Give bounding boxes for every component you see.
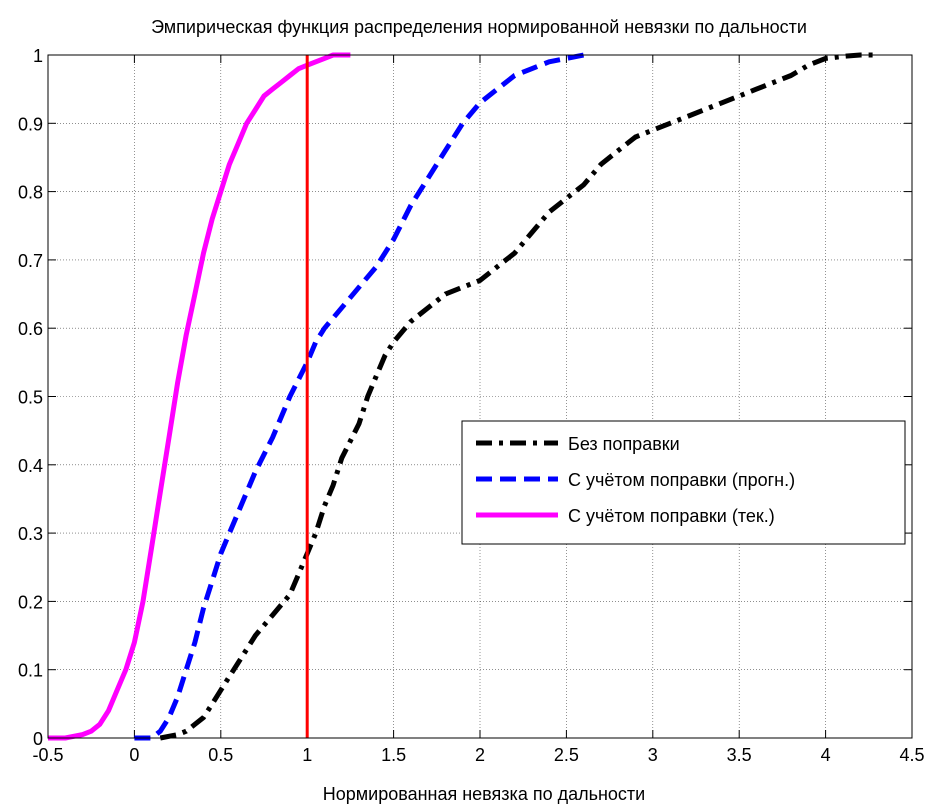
y-tick-label: 1 bbox=[33, 46, 43, 66]
y-tick-label: 0.8 bbox=[18, 183, 43, 203]
y-tick-label: 0.2 bbox=[18, 592, 43, 612]
x-tick-label: 2.5 bbox=[554, 745, 579, 765]
y-tick-label: 0 bbox=[33, 729, 43, 749]
x-tick-label: -0.5 bbox=[32, 745, 63, 765]
legend-label-2: С учётом поправки (прогн.) bbox=[568, 470, 795, 490]
x-tick-label: 1 bbox=[302, 745, 312, 765]
legend-label-3: С учётом поправки (тек.) bbox=[568, 506, 775, 526]
x-tick-label: 4 bbox=[821, 745, 831, 765]
y-tick-label: 0.3 bbox=[18, 524, 43, 544]
x-tick-label: 3 bbox=[648, 745, 658, 765]
series-line-3 bbox=[48, 52, 351, 741]
legend-label-1: Без поправки bbox=[568, 434, 680, 454]
x-tick-label: 2 bbox=[475, 745, 485, 765]
plot-frame bbox=[47, 54, 913, 739]
chart-title: Эмпирическая функция распределения норми… bbox=[151, 17, 807, 37]
y-tick-label: 0.5 bbox=[18, 388, 43, 408]
series-line-1 bbox=[159, 52, 878, 741]
plot-area: -0.5 0 0.5 1 1.5 2 2.5 3 3.5 4 4.500.10.20.30.40.5… bbox=[18, 46, 925, 765]
x-tick-label: 4.5 bbox=[899, 745, 924, 765]
series-line-2 bbox=[134, 52, 585, 741]
y-tick-label: 0.9 bbox=[18, 114, 43, 134]
x-tick-label: 3.5 bbox=[727, 745, 752, 765]
y-tick-label: 0.1 bbox=[18, 661, 43, 681]
y-tick-label: 0.4 bbox=[18, 456, 43, 476]
y-tick-label: 0.6 bbox=[18, 319, 43, 339]
legend: Без поправки С учётом поправки (прогн.) С … bbox=[461, 420, 906, 545]
x-axis-label: Нормированная невязка по дальности bbox=[323, 784, 645, 804]
x-tick-label: 0 bbox=[129, 745, 139, 765]
y-tick-label: 0.7 bbox=[18, 251, 43, 271]
x-tick-label: 0.5 bbox=[208, 745, 233, 765]
x-tick-label: 1.5 bbox=[381, 745, 406, 765]
